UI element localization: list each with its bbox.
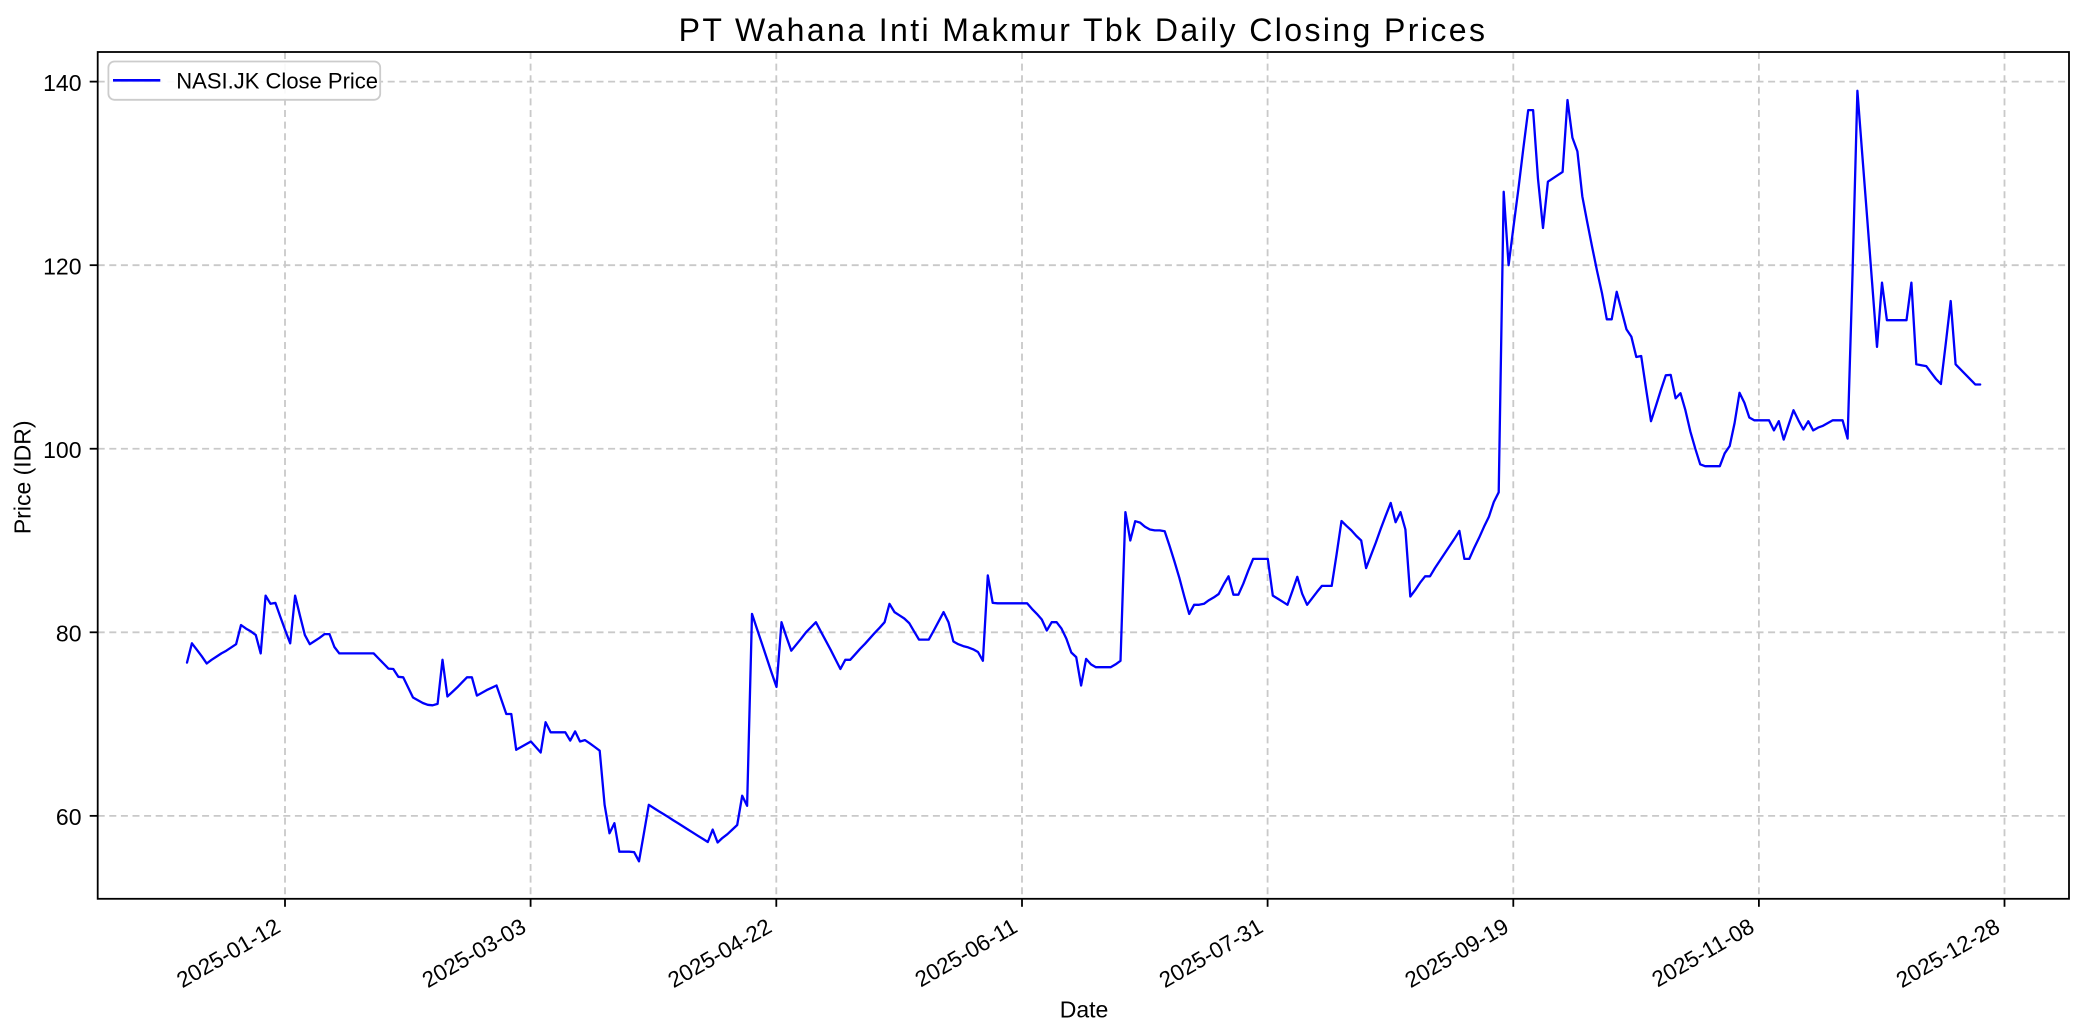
svg-text:Price (IDR): Price (IDR) [10, 420, 36, 534]
svg-text:80: 80 [56, 621, 82, 647]
svg-text:60: 60 [56, 804, 82, 830]
svg-text:120: 120 [43, 254, 81, 280]
svg-text:140: 140 [43, 70, 81, 96]
svg-text:100: 100 [43, 437, 81, 463]
svg-text:NASI.JK Close Price: NASI.JK Close Price [176, 69, 378, 94]
svg-text:PT Wahana Inti Makmur Tbk Dail: PT Wahana Inti Makmur Tbk Daily Closing … [679, 12, 1488, 48]
svg-text:Date: Date [1060, 997, 1109, 1023]
